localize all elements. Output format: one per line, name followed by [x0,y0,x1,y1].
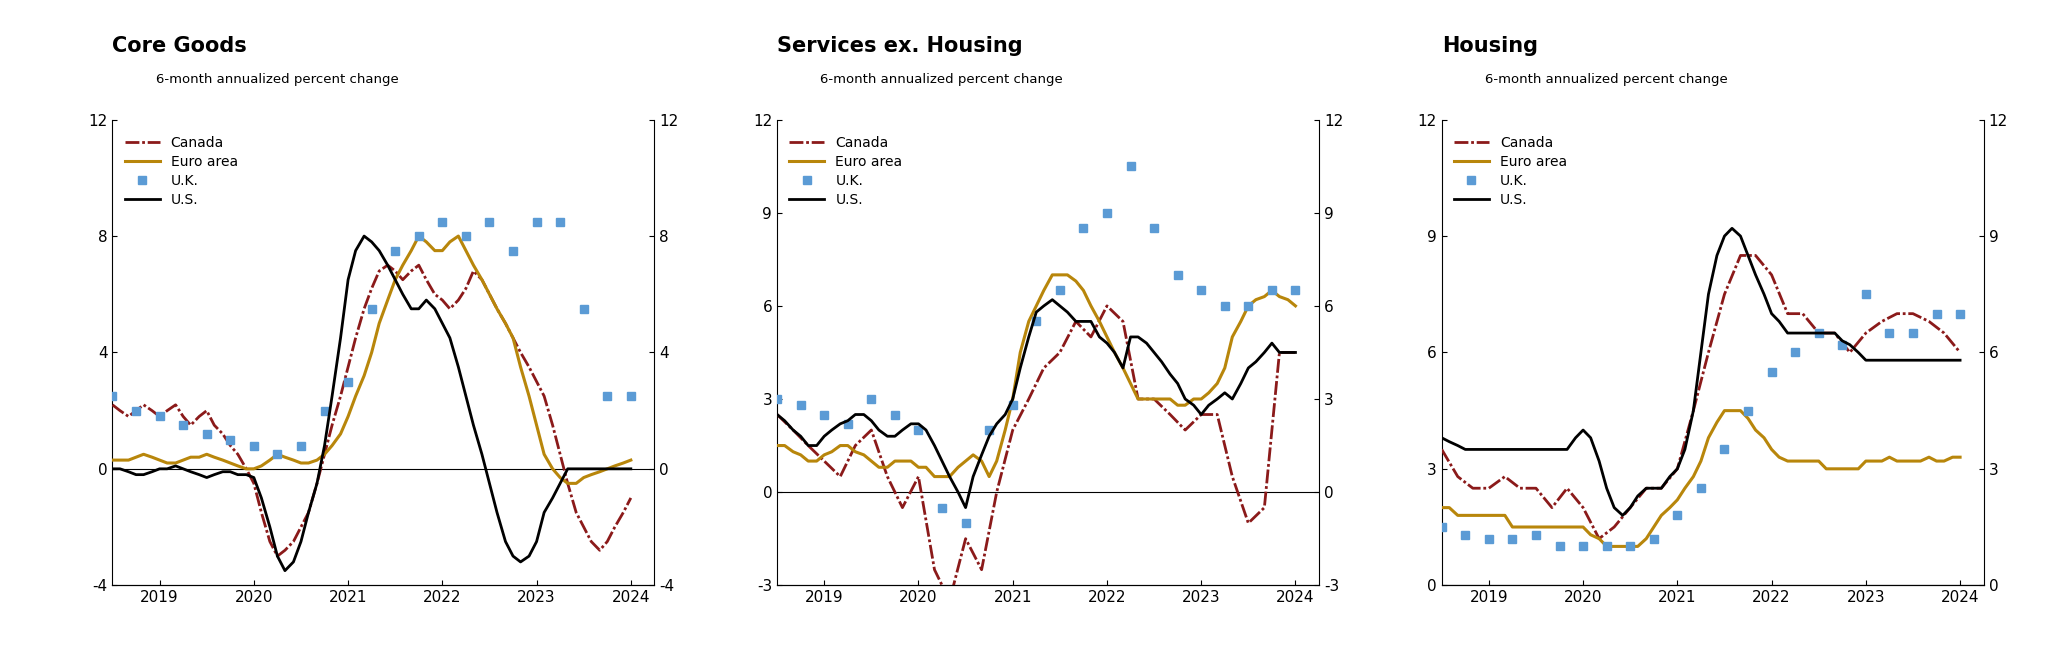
Text: Services ex. Housing: Services ex. Housing [777,36,1022,56]
Text: 6-month annualized percent change: 6-month annualized percent change [155,73,399,86]
Text: Core Goods: Core Goods [112,36,247,56]
Text: Housing: Housing [1442,36,1538,56]
Legend: Canada, Euro area, U.K., U.S.: Canada, Euro area, U.K., U.S. [789,136,902,207]
Text: 6-month annualized percent change: 6-month annualized percent change [820,73,1063,86]
Legend: Canada, Euro area, U.K., U.S.: Canada, Euro area, U.K., U.S. [125,136,237,207]
Text: 6-month annualized percent change: 6-month annualized percent change [1485,73,1728,86]
Legend: Canada, Euro area, U.K., U.S.: Canada, Euro area, U.K., U.S. [1454,136,1566,207]
